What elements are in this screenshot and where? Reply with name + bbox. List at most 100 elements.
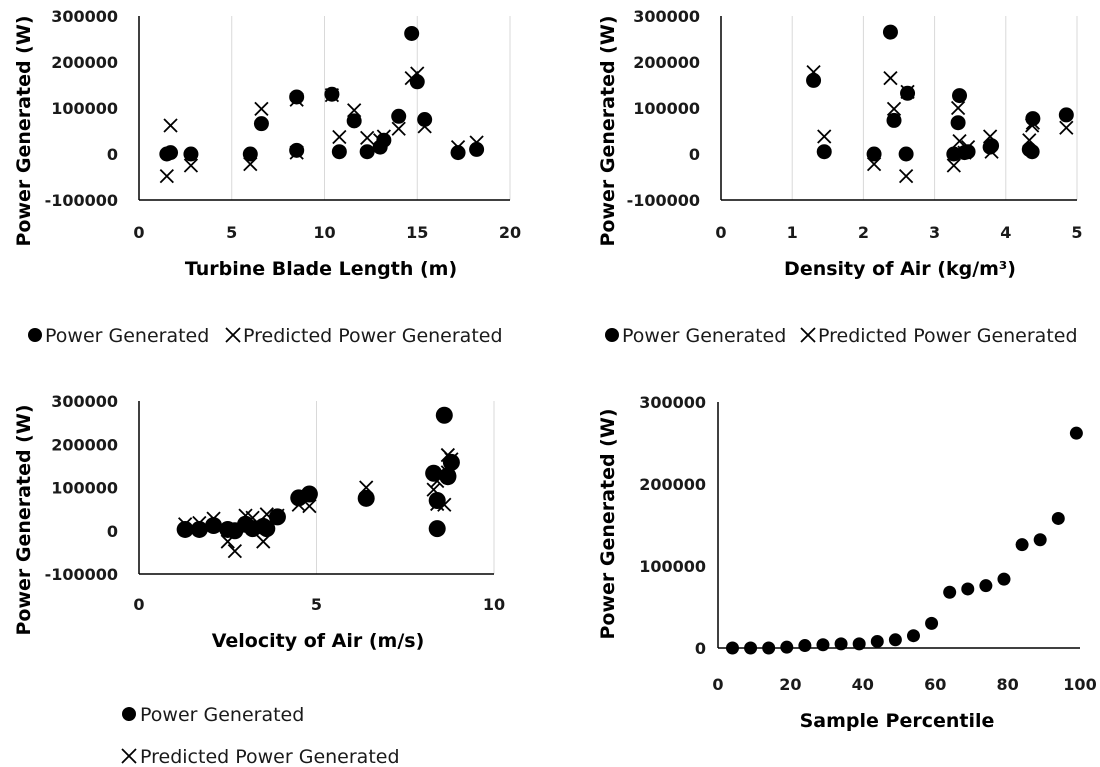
velocity-point-actual xyxy=(190,520,208,538)
density-point-actual xyxy=(1058,107,1074,123)
percentile-y-axis-title: Power Generated (W) xyxy=(597,409,619,640)
velocity-point-predicted xyxy=(437,497,452,512)
percentile-x-tick-label: 80 xyxy=(996,675,1018,694)
blade-point-predicted xyxy=(347,103,362,118)
percentile-point-actual xyxy=(943,585,957,599)
blade-x-tick-label: 15 xyxy=(406,223,428,242)
blade-point-predicted xyxy=(183,158,199,173)
percentile-point-actual xyxy=(961,582,975,596)
density-y-tick-label: 200000 xyxy=(633,53,700,72)
percentile-point-actual xyxy=(888,633,902,647)
velocity-point-predicted xyxy=(426,482,441,497)
density-point-actual xyxy=(882,24,898,40)
chart-air-velocity: -100000 0 100000 200000 300000 0 5 10 Velocity … xyxy=(13,392,505,767)
density-point-predicted xyxy=(1025,115,1040,130)
blade-point-predicted xyxy=(159,168,174,184)
percentile-point-actual xyxy=(870,634,884,648)
density-point-predicted xyxy=(984,144,999,159)
blade-point-actual xyxy=(376,132,392,148)
density-y-tick-label: 100000 xyxy=(633,99,700,118)
velocity-legend: Power Generated Predicted Power Generate… xyxy=(121,704,400,767)
percentile-point-actual xyxy=(1033,533,1047,547)
density-x-tick-label: 0 xyxy=(715,223,726,242)
legend-x-marker xyxy=(121,748,137,764)
blade-point-predicted xyxy=(360,130,375,146)
percentile-point-actual xyxy=(906,629,920,643)
velocity-point-actual xyxy=(258,520,276,538)
percentile-point-actual xyxy=(979,579,993,593)
velocity-point-predicted xyxy=(220,534,235,549)
velocity-y-tick-label: 0 xyxy=(107,522,118,541)
velocity-point-predicted xyxy=(430,473,445,489)
velocity-point-predicted xyxy=(245,510,260,525)
density-point-actual xyxy=(1024,144,1040,160)
blade-point-predicted xyxy=(469,135,484,150)
density-point-predicted xyxy=(898,168,914,184)
percentile-point-actual xyxy=(1015,538,1029,552)
blade-x-tick-label: 20 xyxy=(499,223,521,242)
velocity-point-actual xyxy=(357,489,375,507)
density-legend: Power Generated Predicted Power Generate… xyxy=(605,325,1078,347)
velocity-point-actual xyxy=(435,406,453,424)
density-point-predicted xyxy=(1025,118,1040,133)
percentile-point-actual xyxy=(834,637,848,651)
blade-point-actual xyxy=(346,113,362,129)
blade-point-predicted xyxy=(289,145,304,160)
blade-y-axis-title: Power Generated (W) xyxy=(13,16,35,247)
velocity-y-tick-label: 100000 xyxy=(51,479,118,498)
blade-point-actual xyxy=(289,89,305,105)
blade-y-tick-label: -100000 xyxy=(45,191,118,210)
blade-point-actual xyxy=(183,146,199,162)
density-x-tick-label: 3 xyxy=(929,223,940,242)
velocity-y-axis-title: Power Generated (W) xyxy=(13,405,35,636)
velocity-point-actual xyxy=(268,508,286,526)
blade-x-axis-title: Turbine Blade Length (m) xyxy=(185,258,457,280)
blade-point-actual xyxy=(359,144,375,160)
density-point-actual xyxy=(816,144,832,160)
density-point-predicted xyxy=(817,129,832,144)
velocity-point-actual xyxy=(205,517,223,535)
density-point-actual xyxy=(866,146,882,162)
density-point-actual xyxy=(898,146,914,162)
velocity-point-predicted xyxy=(444,452,459,467)
density-x-tick-label: 1 xyxy=(787,223,798,242)
chart-blade-length: -100000 0 100000 200000 300000 0 5 10 15 20 Turbi… xyxy=(13,7,521,347)
legend-x-marker xyxy=(225,327,241,343)
blade-point-actual xyxy=(331,144,347,160)
percentile-x-tick-label: 100 xyxy=(1063,675,1096,694)
density-x-tick-label: 2 xyxy=(858,223,869,242)
legend-x-marker xyxy=(800,327,816,343)
density-point-actual xyxy=(960,144,976,160)
percentile-point-actual xyxy=(1051,511,1065,525)
percentile-y-tick-label: 200000 xyxy=(639,475,706,494)
legend-label-power: Power Generated xyxy=(622,325,786,347)
percentile-point-actual xyxy=(780,640,794,654)
percentile-y-tick-label: 300000 xyxy=(639,393,706,412)
velocity-point-actual xyxy=(425,464,443,482)
density-point-predicted xyxy=(866,156,882,172)
velocity-point-predicted xyxy=(440,465,455,480)
blade-x-tick-label: 5 xyxy=(226,223,237,242)
density-point-predicted xyxy=(960,139,976,155)
legend-label-predicted: Predicted Power Generated xyxy=(818,325,1078,347)
density-point-predicted xyxy=(952,133,967,149)
blade-point-actual xyxy=(289,142,305,158)
velocity-y-tick-label: 300000 xyxy=(51,392,118,411)
velocity-point-actual xyxy=(442,453,460,471)
density-point-actual xyxy=(950,115,966,131)
velocity-point-predicted xyxy=(302,498,317,514)
blade-point-actual xyxy=(253,116,269,132)
percentile-x-tick-label: 60 xyxy=(924,675,946,694)
chart-air-density: -100000 0 100000 200000 300000 0 1 2 3 4 5 Density… xyxy=(597,7,1083,347)
percentile-point-actual xyxy=(1069,426,1083,440)
density-point-actual xyxy=(952,88,968,104)
blade-y-tick-label: 0 xyxy=(107,145,118,164)
blade-point-actual xyxy=(404,25,420,41)
density-point-predicted xyxy=(946,158,961,173)
percentile-y-tick-label: 0 xyxy=(695,639,706,658)
percentile-point-actual xyxy=(762,641,776,655)
blade-point-predicted xyxy=(332,129,347,145)
velocity-point-predicted xyxy=(227,543,242,559)
velocity-x-tick-label: 10 xyxy=(483,595,505,614)
